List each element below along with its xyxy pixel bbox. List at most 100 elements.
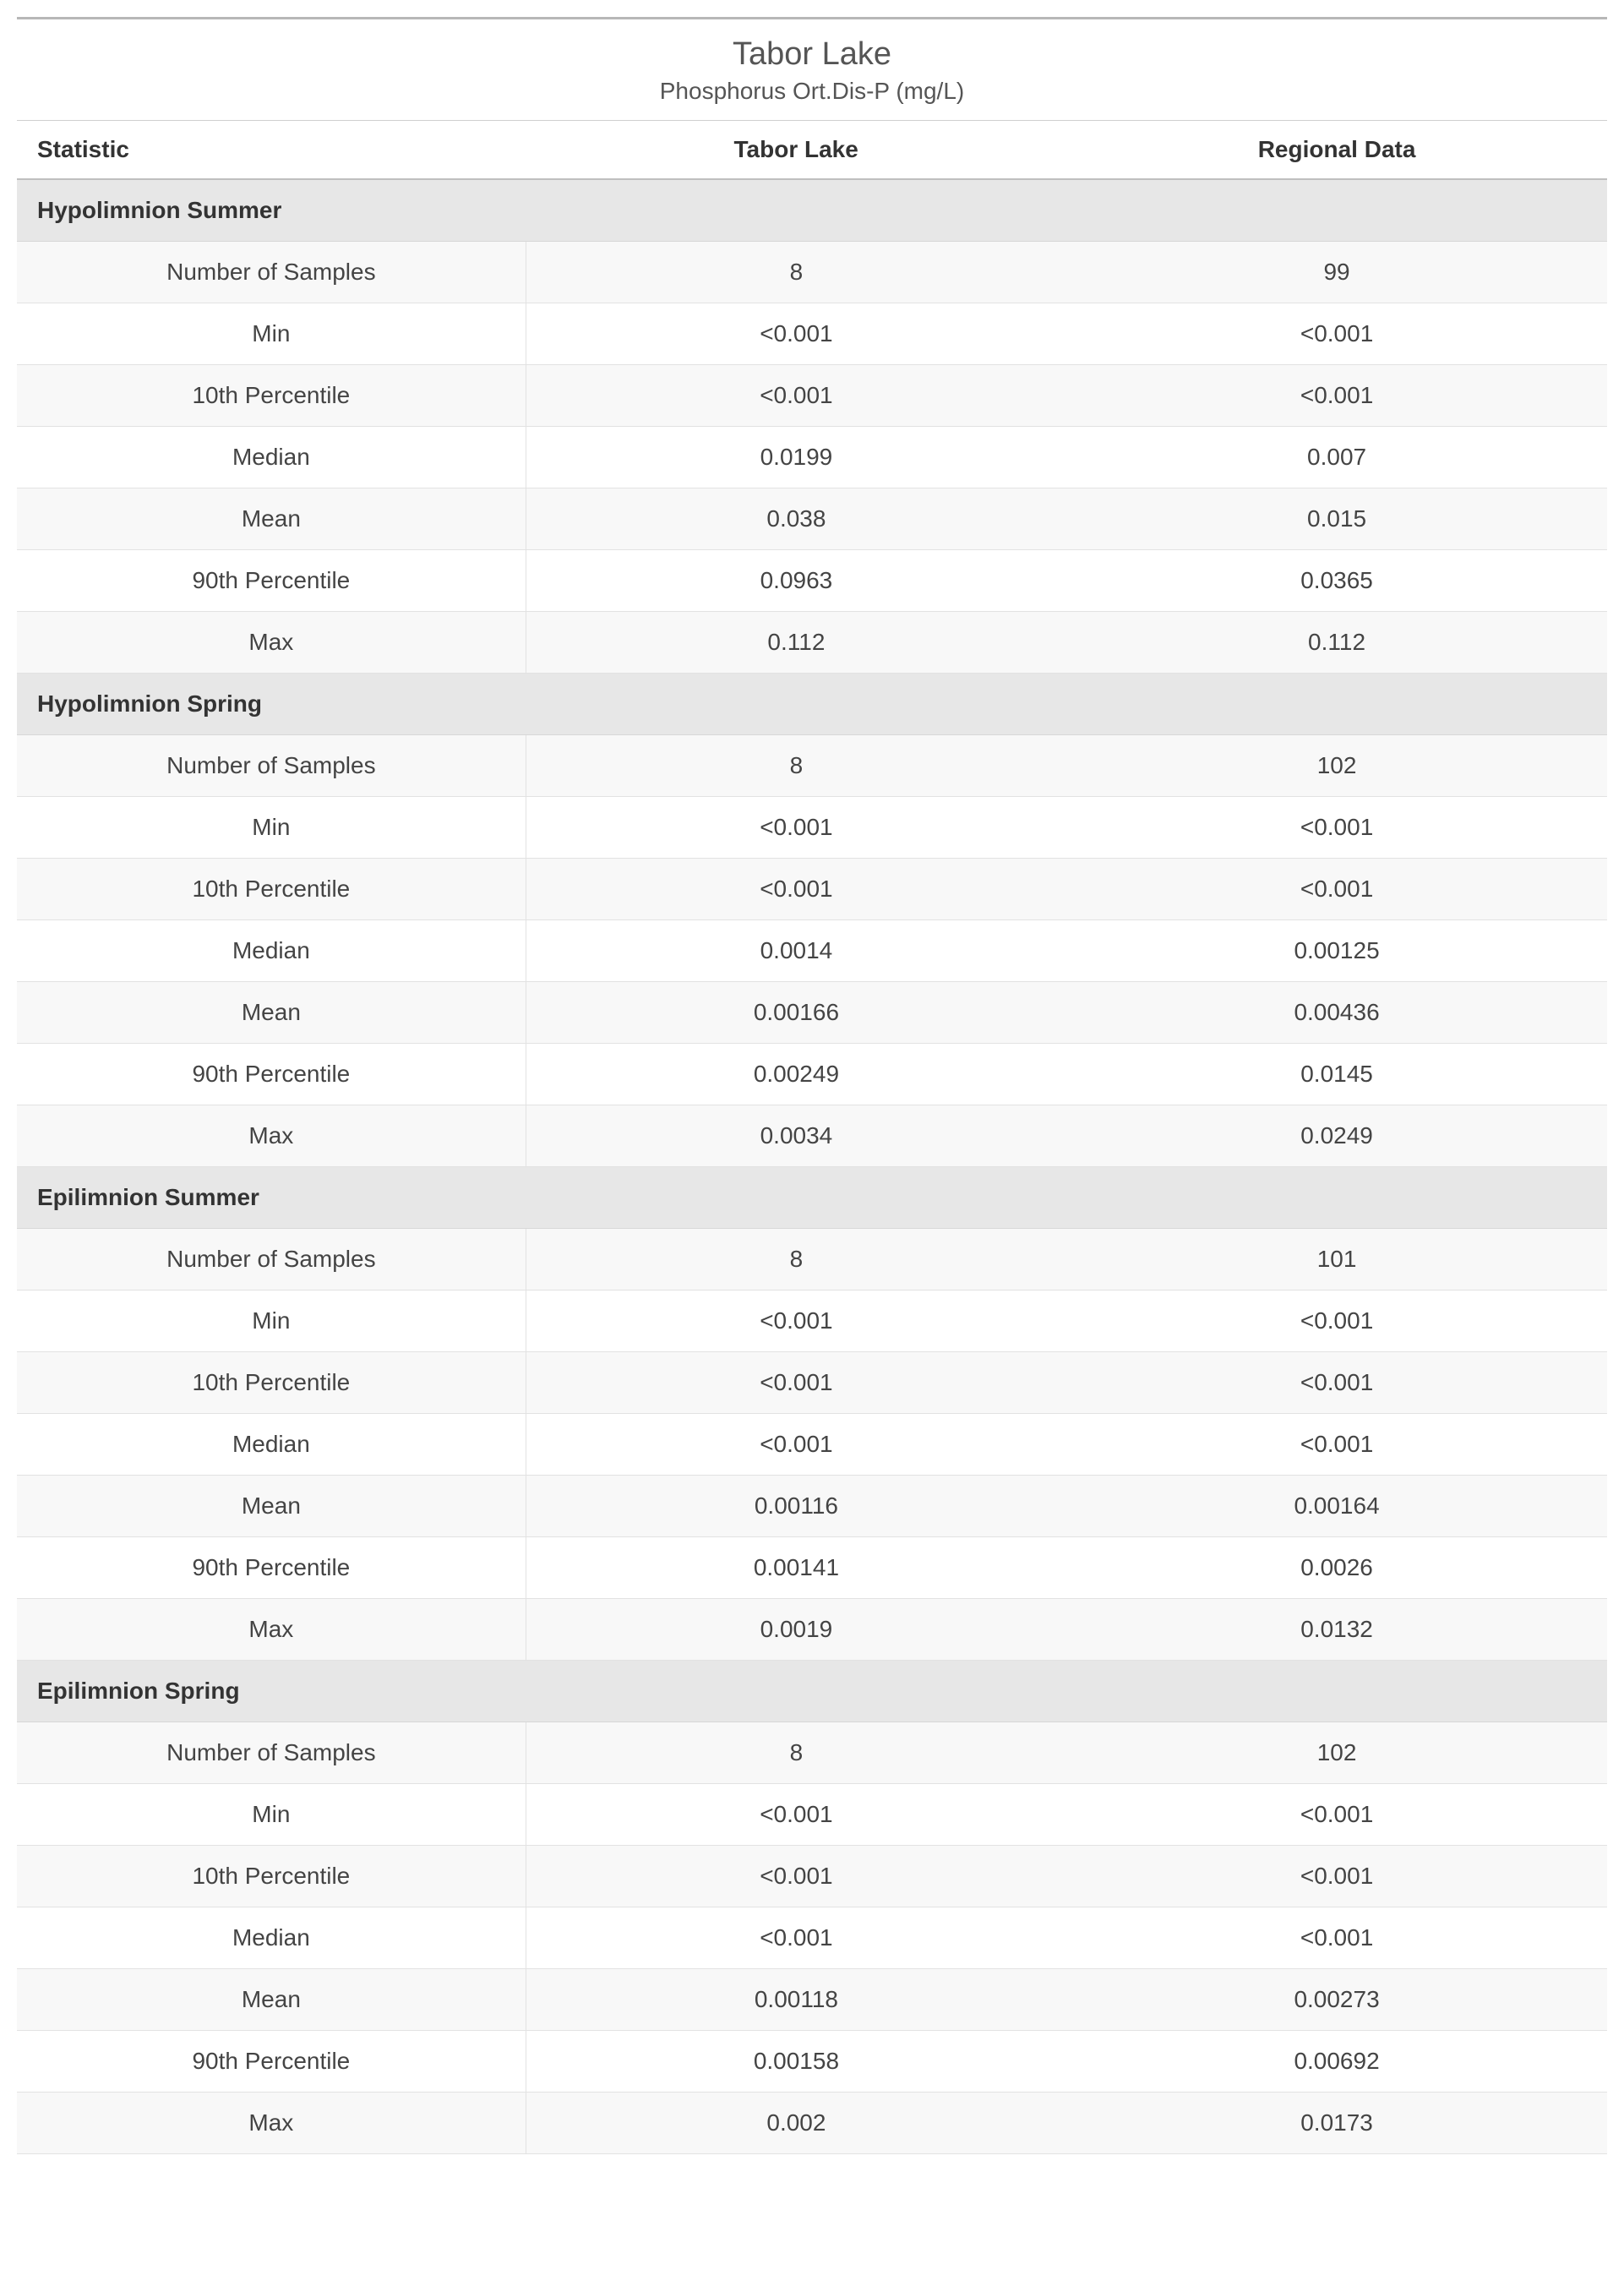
table-row: Median0.00140.00125 [17,920,1607,982]
regional-value: 0.112 [1066,612,1607,674]
lake-value: <0.001 [526,859,1066,920]
regional-value: 101 [1066,1229,1607,1291]
regional-value: <0.001 [1066,303,1607,365]
table-row: Mean0.001160.00164 [17,1476,1607,1537]
regional-value: 0.015 [1066,488,1607,550]
table-row: Max0.00340.0249 [17,1105,1607,1167]
lake-value: 0.00249 [526,1044,1066,1105]
table-row: 90th Percentile0.002490.0145 [17,1044,1607,1105]
lake-value: 8 [526,1722,1066,1784]
lake-value: 0.0199 [526,427,1066,488]
regional-value: 102 [1066,1722,1607,1784]
table-subtitle: Phosphorus Ort.Dis-P (mg/L) [17,78,1607,121]
section-header-label: Epilimnion Spring [17,1661,1607,1722]
regional-value: 0.0365 [1066,550,1607,612]
lake-value: <0.001 [526,1352,1066,1414]
regional-value: <0.001 [1066,1907,1607,1969]
stat-label: Mean [17,1476,526,1537]
table-row: Median0.01990.007 [17,427,1607,488]
regional-value: 0.0173 [1066,2093,1607,2154]
table-row: Mean0.001660.00436 [17,982,1607,1044]
section-header-label: Hypolimnion Spring [17,674,1607,735]
stat-label: 90th Percentile [17,2031,526,2093]
stat-label: Mean [17,1969,526,2031]
lake-value: <0.001 [526,303,1066,365]
regional-value: <0.001 [1066,1352,1607,1414]
table-row: 10th Percentile<0.001<0.001 [17,365,1607,427]
lake-value: 8 [526,242,1066,303]
stat-label: Number of Samples [17,1229,526,1291]
stat-label: Mean [17,982,526,1044]
stat-label: Number of Samples [17,735,526,797]
lake-value: 0.00141 [526,1537,1066,1599]
regional-value: 0.00125 [1066,920,1607,982]
table-row: 90th Percentile0.001410.0026 [17,1537,1607,1599]
lake-value: 0.002 [526,2093,1066,2154]
lake-value: 0.00166 [526,982,1066,1044]
regional-value: 0.0249 [1066,1105,1607,1167]
section-header: Hypolimnion Spring [17,674,1607,735]
lake-value: <0.001 [526,1907,1066,1969]
table-row: Min<0.001<0.001 [17,797,1607,859]
stat-label: Mean [17,488,526,550]
regional-value: <0.001 [1066,1846,1607,1907]
table-row: 90th Percentile0.09630.0365 [17,550,1607,612]
regional-value: 0.0145 [1066,1044,1607,1105]
lake-value: 0.038 [526,488,1066,550]
stat-label: Median [17,1414,526,1476]
regional-value: 0.0132 [1066,1599,1607,1661]
stat-label: 90th Percentile [17,1044,526,1105]
table-row: Number of Samples899 [17,242,1607,303]
table-row: 10th Percentile<0.001<0.001 [17,1352,1607,1414]
lake-value: <0.001 [526,1846,1066,1907]
table-title: Tabor Lake [17,19,1607,78]
stats-table-container: Tabor Lake Phosphorus Ort.Dis-P (mg/L) S… [17,17,1607,2154]
regional-value: 0.00164 [1066,1476,1607,1537]
stat-label: Median [17,920,526,982]
stat-label: 10th Percentile [17,859,526,920]
regional-value: <0.001 [1066,797,1607,859]
regional-value: 0.0026 [1066,1537,1607,1599]
section-header: Hypolimnion Summer [17,179,1607,242]
col-header-statistic: Statistic [17,121,526,179]
table-row: Number of Samples8102 [17,735,1607,797]
regional-value: <0.001 [1066,1414,1607,1476]
regional-value: <0.001 [1066,365,1607,427]
table-row: Median<0.001<0.001 [17,1414,1607,1476]
regional-value: <0.001 [1066,859,1607,920]
lake-value: 0.0019 [526,1599,1066,1661]
stat-label: Max [17,1599,526,1661]
table-row: Median<0.001<0.001 [17,1907,1607,1969]
stat-label: Number of Samples [17,1722,526,1784]
stat-label: Median [17,427,526,488]
table-row: 90th Percentile0.001580.00692 [17,2031,1607,2093]
lake-value: 0.0014 [526,920,1066,982]
table-row: Mean0.0380.015 [17,488,1607,550]
section-header: Epilimnion Spring [17,1661,1607,1722]
lake-value: 0.0963 [526,550,1066,612]
regional-value: 0.00273 [1066,1969,1607,2031]
stat-label: 90th Percentile [17,1537,526,1599]
stat-label: 10th Percentile [17,1846,526,1907]
regional-value: <0.001 [1066,1784,1607,1846]
lake-value: <0.001 [526,797,1066,859]
lake-value: 8 [526,735,1066,797]
stats-table: Statistic Tabor Lake Regional Data Hypol… [17,121,1607,2154]
lake-value: 0.112 [526,612,1066,674]
lake-value: <0.001 [526,365,1066,427]
stat-label: Number of Samples [17,242,526,303]
regional-value: 0.00436 [1066,982,1607,1044]
regional-value: 0.00692 [1066,2031,1607,2093]
table-row: 10th Percentile<0.001<0.001 [17,859,1607,920]
stat-label: Min [17,303,526,365]
stat-label: Median [17,1907,526,1969]
regional-value: 102 [1066,735,1607,797]
table-row: Min<0.001<0.001 [17,303,1607,365]
stat-label: 10th Percentile [17,365,526,427]
stat-label: 90th Percentile [17,550,526,612]
lake-value: <0.001 [526,1784,1066,1846]
table-row: Number of Samples8102 [17,1722,1607,1784]
table-header-row: Statistic Tabor Lake Regional Data [17,121,1607,179]
lake-value: 0.00116 [526,1476,1066,1537]
col-header-regional: Regional Data [1066,121,1607,179]
